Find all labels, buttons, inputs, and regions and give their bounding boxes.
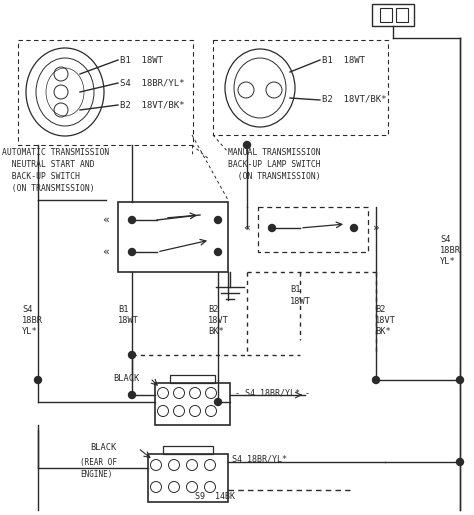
Bar	[380, 8, 392, 22]
Circle shape	[128, 216, 136, 224]
Bar	[396, 8, 408, 22]
Text: B2  18VT/BK*: B2 18VT/BK*	[322, 95, 386, 104]
Text: «: «	[102, 247, 109, 257]
Text: 18VT: 18VT	[375, 316, 396, 325]
Text: «: «	[102, 215, 109, 225]
Bar	[163, 446, 213, 454]
Text: S4: S4	[22, 305, 33, 314]
Text: B2  18VT/BK*: B2 18VT/BK*	[120, 100, 184, 109]
Text: ENGINE): ENGINE)	[80, 470, 112, 479]
Bar	[18, 40, 193, 145]
Bar	[258, 207, 368, 252]
Text: BACK-UP SWITCH: BACK-UP SWITCH	[2, 172, 80, 181]
Text: - S4 18BR/YL* -: - S4 18BR/YL* -	[235, 388, 310, 397]
Text: B2: B2	[208, 305, 219, 314]
Text: »: »	[373, 223, 379, 233]
Text: S9  14BK: S9 14BK	[195, 492, 235, 501]
Text: 18BR: 18BR	[22, 316, 43, 325]
Text: BLACK: BLACK	[113, 374, 139, 383]
Circle shape	[128, 352, 136, 358]
Text: 18BR: 18BR	[440, 246, 461, 255]
Text: B1: B1	[290, 285, 301, 294]
Text: S4: S4	[440, 235, 450, 244]
Text: «: «	[244, 223, 250, 233]
Circle shape	[456, 376, 464, 384]
Text: S4  18BR/YL*: S4 18BR/YL*	[120, 78, 184, 87]
Text: AUTOMATIC TRANSMISSION: AUTOMATIC TRANSMISSION	[2, 148, 109, 157]
Text: MANUAL TRANSMISSION: MANUAL TRANSMISSION	[228, 148, 320, 157]
Text: B1  18WT: B1 18WT	[322, 56, 365, 65]
Circle shape	[215, 249, 221, 255]
Circle shape	[373, 376, 380, 384]
Text: BK*: BK*	[208, 327, 224, 336]
Text: (ON TRANSMISSION): (ON TRANSMISSION)	[2, 184, 95, 193]
Text: NEUTRAL START AND: NEUTRAL START AND	[2, 160, 95, 169]
Circle shape	[244, 142, 250, 148]
Text: (ON TRANSMISSION): (ON TRANSMISSION)	[228, 172, 320, 181]
Circle shape	[268, 225, 275, 232]
Bar	[155, 383, 230, 425]
Bar	[213, 40, 388, 135]
Text: S4 18BR/YL*: S4 18BR/YL*	[232, 455, 287, 464]
Text: BK*: BK*	[375, 327, 391, 336]
Text: B2: B2	[375, 305, 385, 314]
Circle shape	[350, 225, 357, 232]
Circle shape	[215, 216, 221, 224]
Text: BLACK: BLACK	[90, 443, 116, 452]
Text: B1  18WT: B1 18WT	[120, 56, 163, 65]
Circle shape	[128, 249, 136, 255]
Text: (REAR OF: (REAR OF	[80, 458, 117, 467]
Text: 18WT: 18WT	[118, 316, 139, 325]
Circle shape	[128, 391, 136, 399]
Bar	[148, 454, 228, 502]
Text: 18VT: 18VT	[208, 316, 229, 325]
Circle shape	[456, 458, 464, 466]
Bar	[170, 375, 215, 383]
Circle shape	[35, 376, 42, 384]
Text: BACK-UP LAMP SWITCH: BACK-UP LAMP SWITCH	[228, 160, 320, 169]
Circle shape	[215, 399, 221, 405]
Text: B1: B1	[118, 305, 128, 314]
Text: YL*: YL*	[22, 327, 38, 336]
Text: YL*: YL*	[440, 257, 456, 266]
Text: 18WT: 18WT	[290, 297, 311, 306]
Bar	[372, 4, 414, 26]
Bar	[118, 202, 228, 272]
